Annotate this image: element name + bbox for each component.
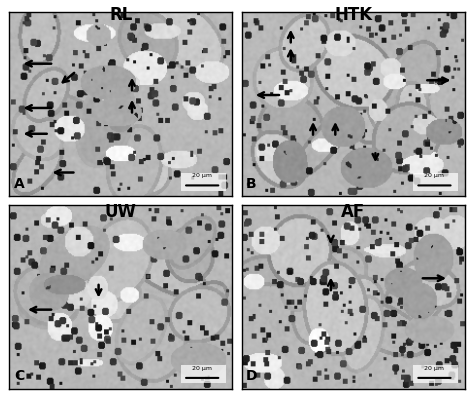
Text: A: A: [14, 177, 25, 191]
Text: 20 μm: 20 μm: [192, 366, 212, 371]
Bar: [413, 172, 458, 191]
Text: 20 μm: 20 μm: [192, 173, 212, 178]
Text: 20 μm: 20 μm: [424, 173, 445, 178]
Text: AF: AF: [341, 203, 365, 221]
Text: HTK: HTK: [334, 6, 372, 24]
Bar: [181, 365, 226, 383]
Text: RL: RL: [109, 6, 133, 24]
Text: UW: UW: [105, 203, 137, 221]
Bar: [181, 172, 226, 191]
Text: B: B: [246, 177, 257, 191]
Bar: [413, 365, 458, 383]
Text: 20 μm: 20 μm: [424, 366, 445, 371]
Text: C: C: [14, 369, 24, 383]
Text: D: D: [246, 369, 258, 383]
